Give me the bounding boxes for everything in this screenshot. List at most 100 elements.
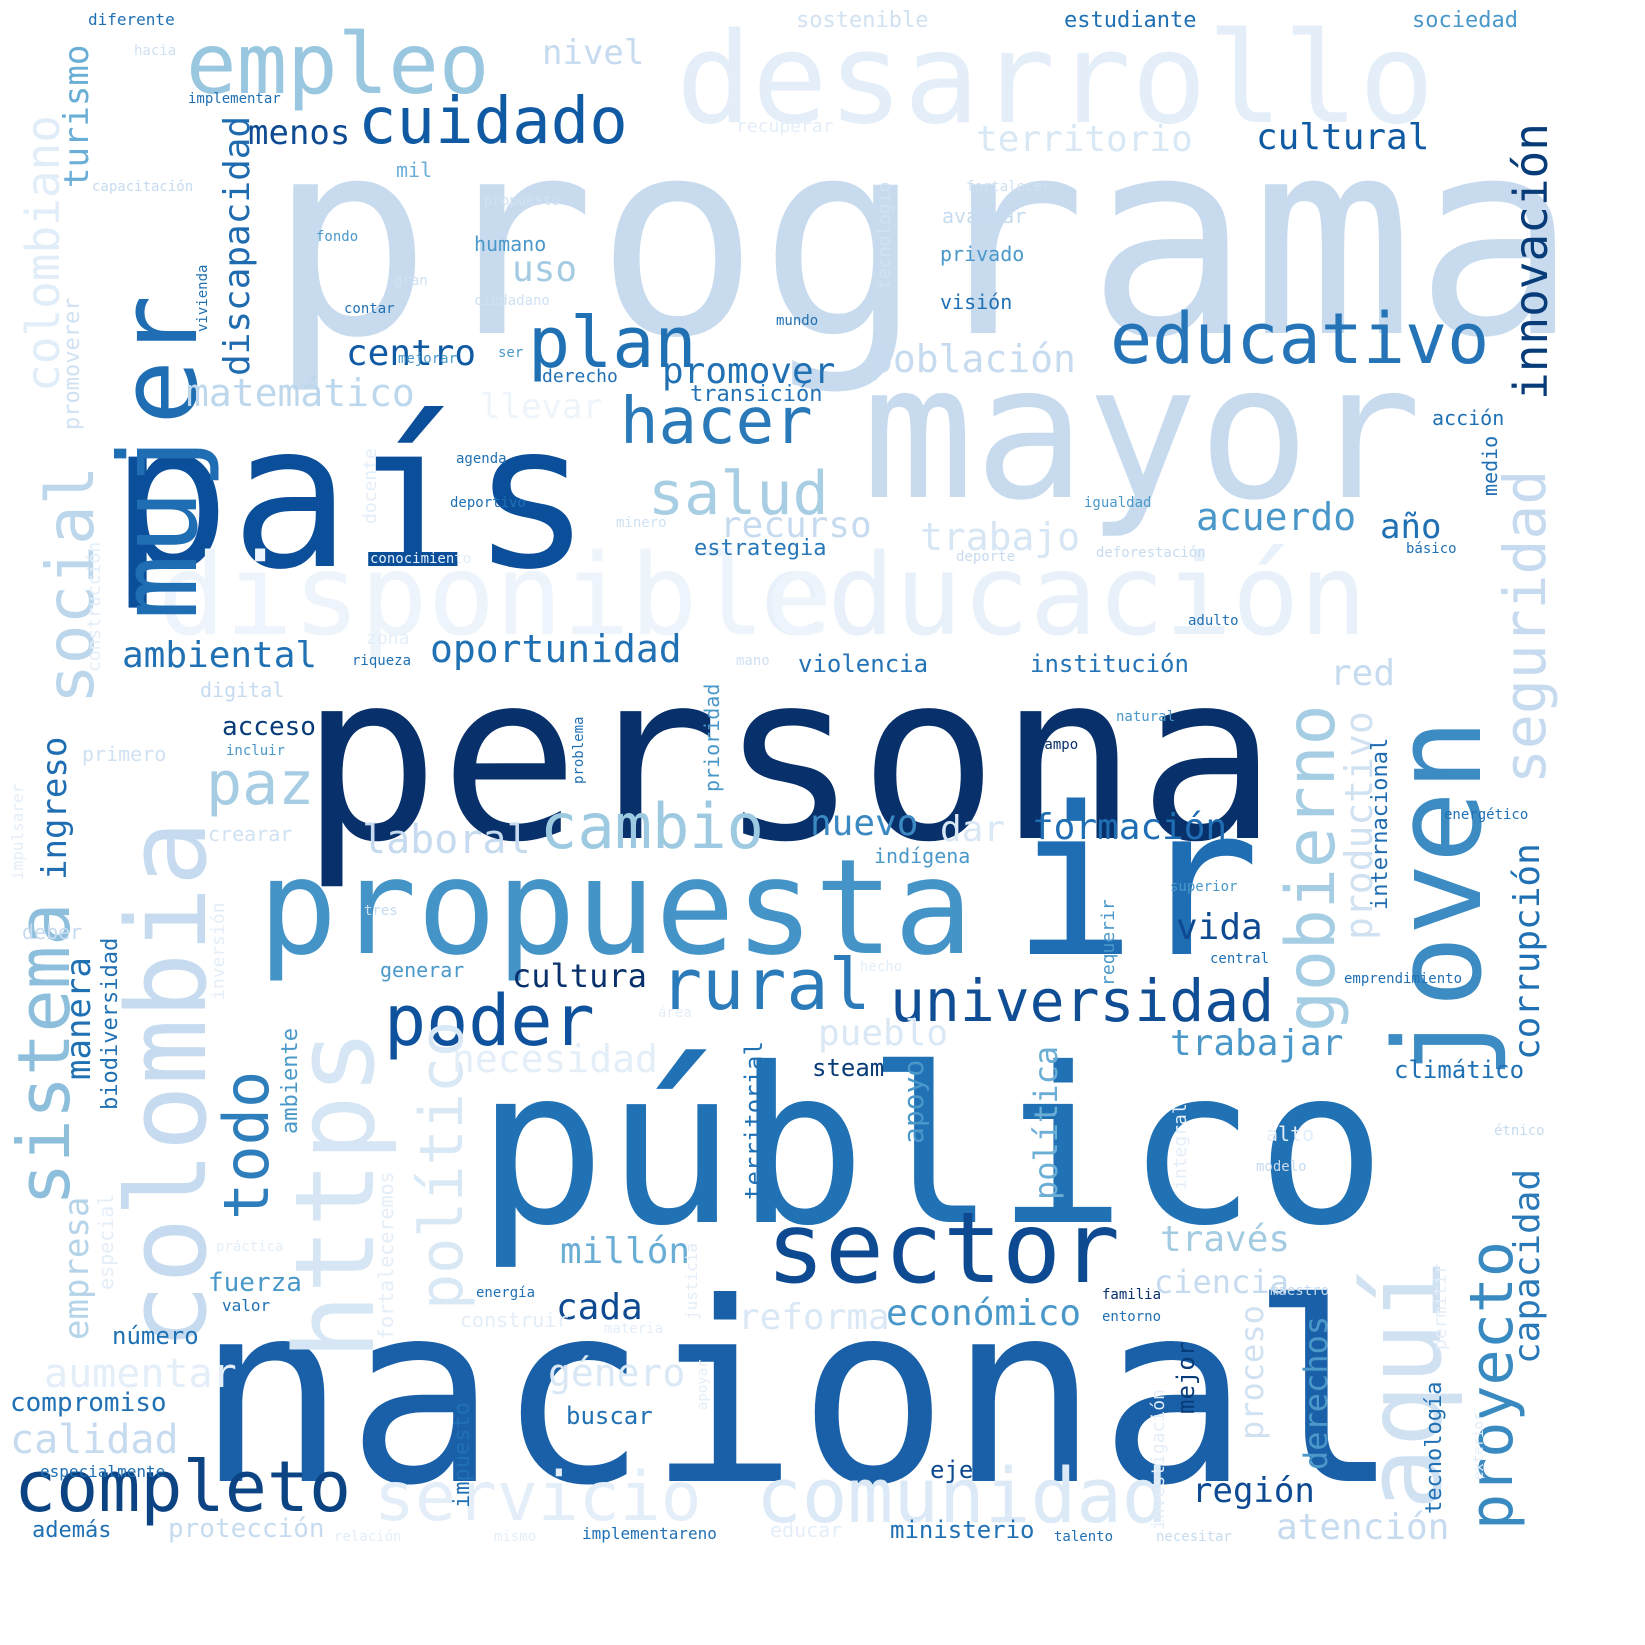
word-laboral: laboral [362, 817, 531, 863]
word-servicio: servicio [374, 1458, 702, 1537]
word-etnico: étnico [1494, 1123, 1545, 1139]
word-plan: plan [528, 302, 697, 384]
word-emprendimiento: emprendimiento [1344, 971, 1463, 987]
word-comunidad: comunidad [756, 1451, 1168, 1540]
word-internacional: internacional [1368, 737, 1393, 910]
word-millon: millón [560, 1231, 691, 1272]
word-reforma: reforma [738, 1297, 890, 1338]
word-territorial: territorial [740, 1041, 768, 1200]
word-accion: acción [1432, 406, 1505, 430]
word-ser: ser [498, 345, 524, 361]
word-valor: valor [222, 1296, 271, 1315]
word-climatico: climático [1394, 1056, 1525, 1084]
word-mejor: mejor [1172, 1341, 1200, 1414]
word-medio: medio [1478, 435, 1502, 496]
word-publico: público [476, 1022, 1387, 1273]
word-avanzar: avanzar [942, 204, 1027, 228]
word-campo: campo [1036, 737, 1079, 753]
word-joven: joven [1370, 718, 1509, 1080]
word-red: red [1330, 653, 1396, 694]
word-derecho: derecho [542, 366, 618, 387]
word-incluir: incluir [226, 743, 286, 759]
word-rural: rural [660, 944, 871, 1026]
word-buscar: buscar [566, 1402, 653, 1430]
word-basico: básico [1406, 541, 1457, 557]
word-superior: superior [1170, 879, 1238, 895]
word-inversion: inversión [208, 902, 229, 1000]
word-nacional: nacional [196, 1249, 1401, 1540]
word-implementareno: implementareno [582, 1524, 717, 1543]
word-mejorar: mejorar [398, 351, 458, 367]
word-cambio: cambio [540, 790, 764, 863]
word-empresa: empresa [57, 1196, 97, 1340]
word-ano: año [1380, 507, 1442, 547]
word-generar: generar [380, 958, 465, 982]
word-especialmente: especialmente [40, 1462, 166, 1481]
word-numero: número [112, 1322, 199, 1350]
word-sociedad: sociedad [1412, 8, 1518, 33]
word-ambiente: ambiente [278, 1028, 303, 1134]
word-nuevo: nuevo [810, 803, 919, 844]
word-steam: steam [812, 1054, 885, 1082]
word-politica: política [1027, 1045, 1065, 1200]
word-fuerza: fuerza [208, 1268, 302, 1298]
word-promoverer: promoverer [60, 297, 85, 430]
word-centro: centro [346, 333, 477, 374]
word-uso: uso [512, 249, 578, 290]
word-problema: problema [571, 716, 587, 784]
word-prioridad: prioridad [700, 683, 724, 792]
word-proceso: proceso [1233, 1305, 1271, 1440]
word-educar: educar [770, 1518, 843, 1542]
word-estrategia: estrategia [694, 536, 827, 561]
word-ministerio: ministerio [890, 1516, 1035, 1544]
word-hacia: hacia [134, 43, 177, 59]
word-matematico: matemático [186, 371, 415, 415]
word-mil: mil [396, 158, 433, 182]
word-contar: contar [344, 301, 395, 317]
word-calidad: calidad [10, 1417, 179, 1463]
word-genero: género [548, 1351, 686, 1395]
word-poblacion: población [870, 337, 1076, 381]
word-cada: cada [556, 1287, 643, 1328]
word-educativo: educativo [1110, 298, 1490, 380]
word-ciudadano: ciudadano [474, 293, 550, 309]
word-estudiante: estudiante [1064, 8, 1197, 33]
word-promover: promover [662, 351, 836, 392]
word-deportivo: deportivo [450, 495, 526, 511]
word-cultura: cultura [512, 957, 647, 995]
word-mayor: mayor [862, 324, 1422, 541]
word-seguridad: seguridad [1491, 469, 1559, 784]
word-zona: zona [366, 628, 410, 649]
word-derechos: derechos [1297, 1315, 1335, 1470]
word-innovacion: innovación [1504, 123, 1558, 400]
word-maestro: maestro [1270, 1283, 1330, 1299]
word-ambiental: ambiental [122, 635, 318, 676]
word-proteccion: protección [168, 1514, 325, 1544]
word-necesidad: necesidad [452, 1037, 658, 1081]
word-hecho: hecho [860, 959, 903, 975]
word-completo: completo [14, 1446, 352, 1528]
word-area: área [658, 1005, 692, 1021]
word-impuesto: impuesto [450, 1402, 475, 1508]
word-acceso: acceso [222, 712, 316, 742]
word-construccion: construcción [84, 541, 105, 672]
word-menos: menos [248, 113, 351, 153]
word-alto: alto [1266, 1122, 1315, 1146]
word-llevar: llevar [480, 387, 603, 427]
word-propuesto: propuesto [484, 193, 560, 209]
word-acuerdo: acuerdo [1196, 495, 1357, 539]
word-mismo: mismo [494, 1529, 537, 1545]
word-corrupcion: corrupción [1507, 843, 1548, 1060]
word-manera: manera [59, 957, 99, 1080]
word-recuperar: recuperar [736, 116, 834, 137]
word-conocimiento: conocimiento [370, 551, 472, 567]
word-aumentar: aumentar [44, 1351, 237, 1397]
word-deforestacion: deforestación [1096, 545, 1206, 561]
word-minero: minero [616, 515, 667, 531]
word-tecnologia: tecnología [1422, 1381, 1447, 1514]
word-disponible: disponible [158, 531, 833, 661]
word-humano: humano [474, 232, 547, 256]
word-energia: energía [476, 1285, 536, 1301]
word-practica: práctica [216, 1239, 284, 1255]
